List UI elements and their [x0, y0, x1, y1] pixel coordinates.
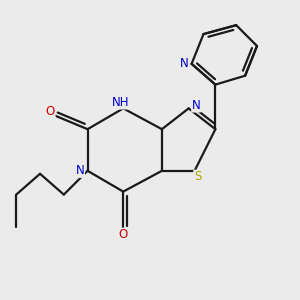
Text: N: N — [76, 164, 85, 177]
Text: N: N — [180, 57, 189, 70]
Text: NH: NH — [112, 96, 129, 109]
Text: N: N — [192, 99, 200, 112]
Text: O: O — [46, 105, 55, 118]
Text: S: S — [194, 170, 201, 183]
Text: O: O — [118, 228, 128, 241]
